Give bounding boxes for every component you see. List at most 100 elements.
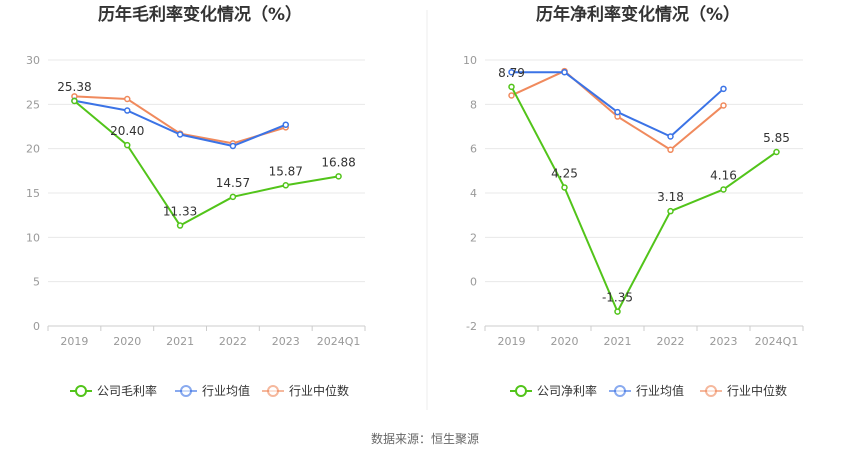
gross-margin-y-tick-label: 20	[26, 143, 40, 156]
net-margin-legend[interactable]: 公司净利率 行业均值 行业中位数	[510, 383, 787, 398]
net-margin-data-point[interactable]	[667, 133, 674, 140]
net-margin-x-tick-label: 2022	[657, 335, 685, 348]
legend-marker-icon	[180, 385, 192, 397]
net-margin-data-point[interactable]	[773, 148, 780, 156]
source-note: 数据来源：恒生聚源	[371, 431, 479, 446]
net-margin-data-point[interactable]	[720, 186, 727, 193]
legend-label: 公司毛利率	[97, 383, 157, 398]
legend-label: 行业均值	[202, 383, 250, 398]
net-margin-title: 历年净利率变化情况（%）	[536, 4, 740, 25]
net-margin-series	[508, 67, 780, 315]
gross-margin-y-tick-label: 10	[26, 231, 40, 244]
gross-margin-data-point[interactable]	[71, 97, 78, 105]
gross-margin-data-point[interactable]	[176, 131, 184, 138]
net-margin-data-point[interactable]	[508, 68, 515, 76]
gross-margin-data-label: 14.57	[216, 176, 250, 190]
net-margin-y-tick-label: 8	[470, 98, 477, 111]
net-margin-data-point[interactable]	[508, 92, 515, 99]
gross-margin-data-label: 15.87	[269, 164, 303, 178]
net-margin-data-point[interactable]	[667, 207, 674, 215]
gross-margin-series	[71, 93, 342, 229]
net-margin-x-tick-label: 2023	[710, 335, 738, 348]
net-margin-data-point[interactable]	[561, 68, 568, 76]
gross-margin-data-point[interactable]	[335, 173, 342, 180]
gross-margin-series-line-0	[73, 100, 339, 227]
legend-label: 公司净利率	[537, 383, 597, 398]
net-margin-data-point[interactable]	[614, 308, 621, 315]
gross-margin-data-label: 20.40	[110, 124, 144, 138]
net-margin-data-point[interactable]	[614, 108, 621, 116]
net-margin-data-point[interactable]	[667, 146, 674, 154]
gross-margin-x-tick-label: 2021	[166, 335, 194, 348]
net-margin-legend-item[interactable]: 行业均值	[609, 383, 684, 398]
gross-margin-legend-item[interactable]: 公司毛利率	[70, 383, 157, 398]
net-margin-y-tick-label: 0	[470, 276, 477, 289]
gross-margin-x-tick-label: 2023	[272, 335, 300, 348]
gross-margin-title: 历年毛利率变化情况（%）	[98, 4, 302, 25]
net-margin-x-tick-label: 2021	[604, 335, 632, 348]
net-margin-x-axis: 2019 2020 2021 2022 2023 2024Q1	[484, 325, 804, 348]
legend-marker-icon	[705, 385, 717, 397]
gross-margin-data-point[interactable]	[229, 193, 237, 201]
gross-margin-data-point[interactable]	[282, 182, 289, 189]
net-margin-data-label: 5.85	[763, 131, 790, 145]
net-margin-x-tick-label: 2024Q1	[755, 335, 799, 348]
net-margin-legend-item[interactable]: 公司净利率	[510, 383, 597, 398]
net-margin-grid	[485, 59, 803, 327]
legend-marker-icon	[267, 385, 279, 397]
net-margin-data-label: 4.16	[710, 168, 737, 182]
gross-margin-data-point[interactable]	[229, 142, 237, 150]
net-margin-y-tick-label: 4	[470, 187, 477, 200]
gross-margin-x-tick-label: 2019	[60, 335, 88, 348]
net-margin-y-tick-label: 2	[470, 231, 477, 244]
gross-margin-data-point[interactable]	[176, 222, 184, 229]
legend-label: 行业均值	[636, 383, 684, 398]
net-margin-data-point[interactable]	[561, 184, 568, 191]
gross-margin-y-tick-label: 15	[26, 187, 40, 200]
gross-margin-series-line-1	[74, 99, 287, 148]
net-margin-y-axis: -2 0 2 4 6 8 10	[463, 54, 477, 333]
gross-margin-grid	[48, 59, 365, 327]
net-margin-data-point[interactable]	[720, 85, 727, 93]
net-margin-data-label: 4.25	[551, 166, 578, 180]
net-margin-x-tick-label: 2020	[551, 335, 579, 348]
gross-margin-y-tick-label: 0	[33, 320, 40, 333]
net-margin-data-point[interactable]	[720, 102, 727, 109]
gross-margin-data-point[interactable]	[124, 107, 131, 114]
net-margin-data-labels: 8.79 4.25 -1.35 3.18 4.16 5.85	[498, 66, 790, 305]
gross-margin-y-tick-label: 5	[33, 276, 40, 289]
gross-margin-x-tick-label: 2024Q1	[317, 335, 361, 348]
legend-label: 行业中位数	[727, 383, 787, 398]
gross-margin-x-axis: 2019 2020 2021 2022 2023 2024Q1	[47, 325, 366, 348]
legend-marker-icon	[75, 385, 87, 397]
gross-margin-x-tick-label: 2020	[113, 335, 141, 348]
gross-margin-y-axis: 0 5 10 15 20 25 30	[26, 54, 40, 333]
net-margin-legend-item[interactable]: 行业中位数	[700, 383, 787, 398]
gross-margin-y-tick-label: 30	[26, 54, 40, 67]
legend-marker-icon	[614, 385, 626, 397]
net-margin-y-tick-label: 10	[463, 54, 477, 67]
net-margin-y-tick-label: 6	[470, 143, 477, 156]
net-margin-data-label: 8.79	[498, 66, 525, 80]
gross-margin-legend-item[interactable]: 行业中位数	[262, 383, 349, 398]
gross-margin-data-labels: 25.38 20.40 11.33 14.57 15.87 16.88	[57, 80, 356, 219]
gross-margin-data-point[interactable]	[282, 121, 289, 128]
net-margin-x-tick-label: 2019	[498, 335, 526, 348]
net-margin-data-point[interactable]	[508, 83, 515, 91]
gross-margin-y-tick-label: 25	[26, 98, 40, 111]
gross-margin-data-label: 16.88	[321, 155, 355, 169]
net-margin-y-tick-label: -2	[466, 320, 477, 333]
gross-margin-x-tick-label: 2022	[219, 335, 247, 348]
gross-margin-legend[interactable]: 公司毛利率 行业均值 行业中位数	[70, 383, 349, 398]
legend-label: 行业中位数	[289, 383, 349, 398]
net-margin-data-label: -1.35	[602, 291, 633, 305]
gross-margin-legend-item[interactable]: 行业均值	[175, 383, 250, 398]
gross-margin-data-point[interactable]	[124, 95, 131, 103]
gross-margin-data-point[interactable]	[124, 141, 131, 149]
gross-margin-data-label: 25.38	[57, 80, 91, 94]
net-margin-series-line-0	[510, 86, 778, 313]
net-margin-data-label: 3.18	[657, 190, 684, 204]
